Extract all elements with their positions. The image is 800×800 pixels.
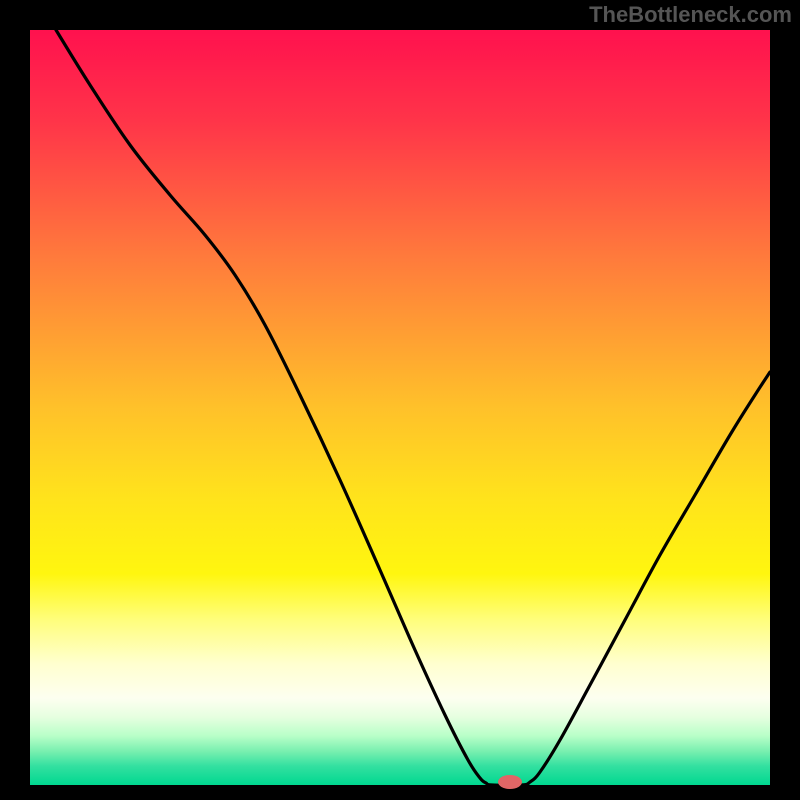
plot-background [30, 30, 770, 785]
bottleneck-chart [0, 0, 800, 800]
chart-container: { "meta": { "watermark": "TheBottleneck.… [0, 0, 800, 800]
optimal-marker [498, 775, 522, 789]
watermark-label: TheBottleneck.com [589, 2, 792, 28]
